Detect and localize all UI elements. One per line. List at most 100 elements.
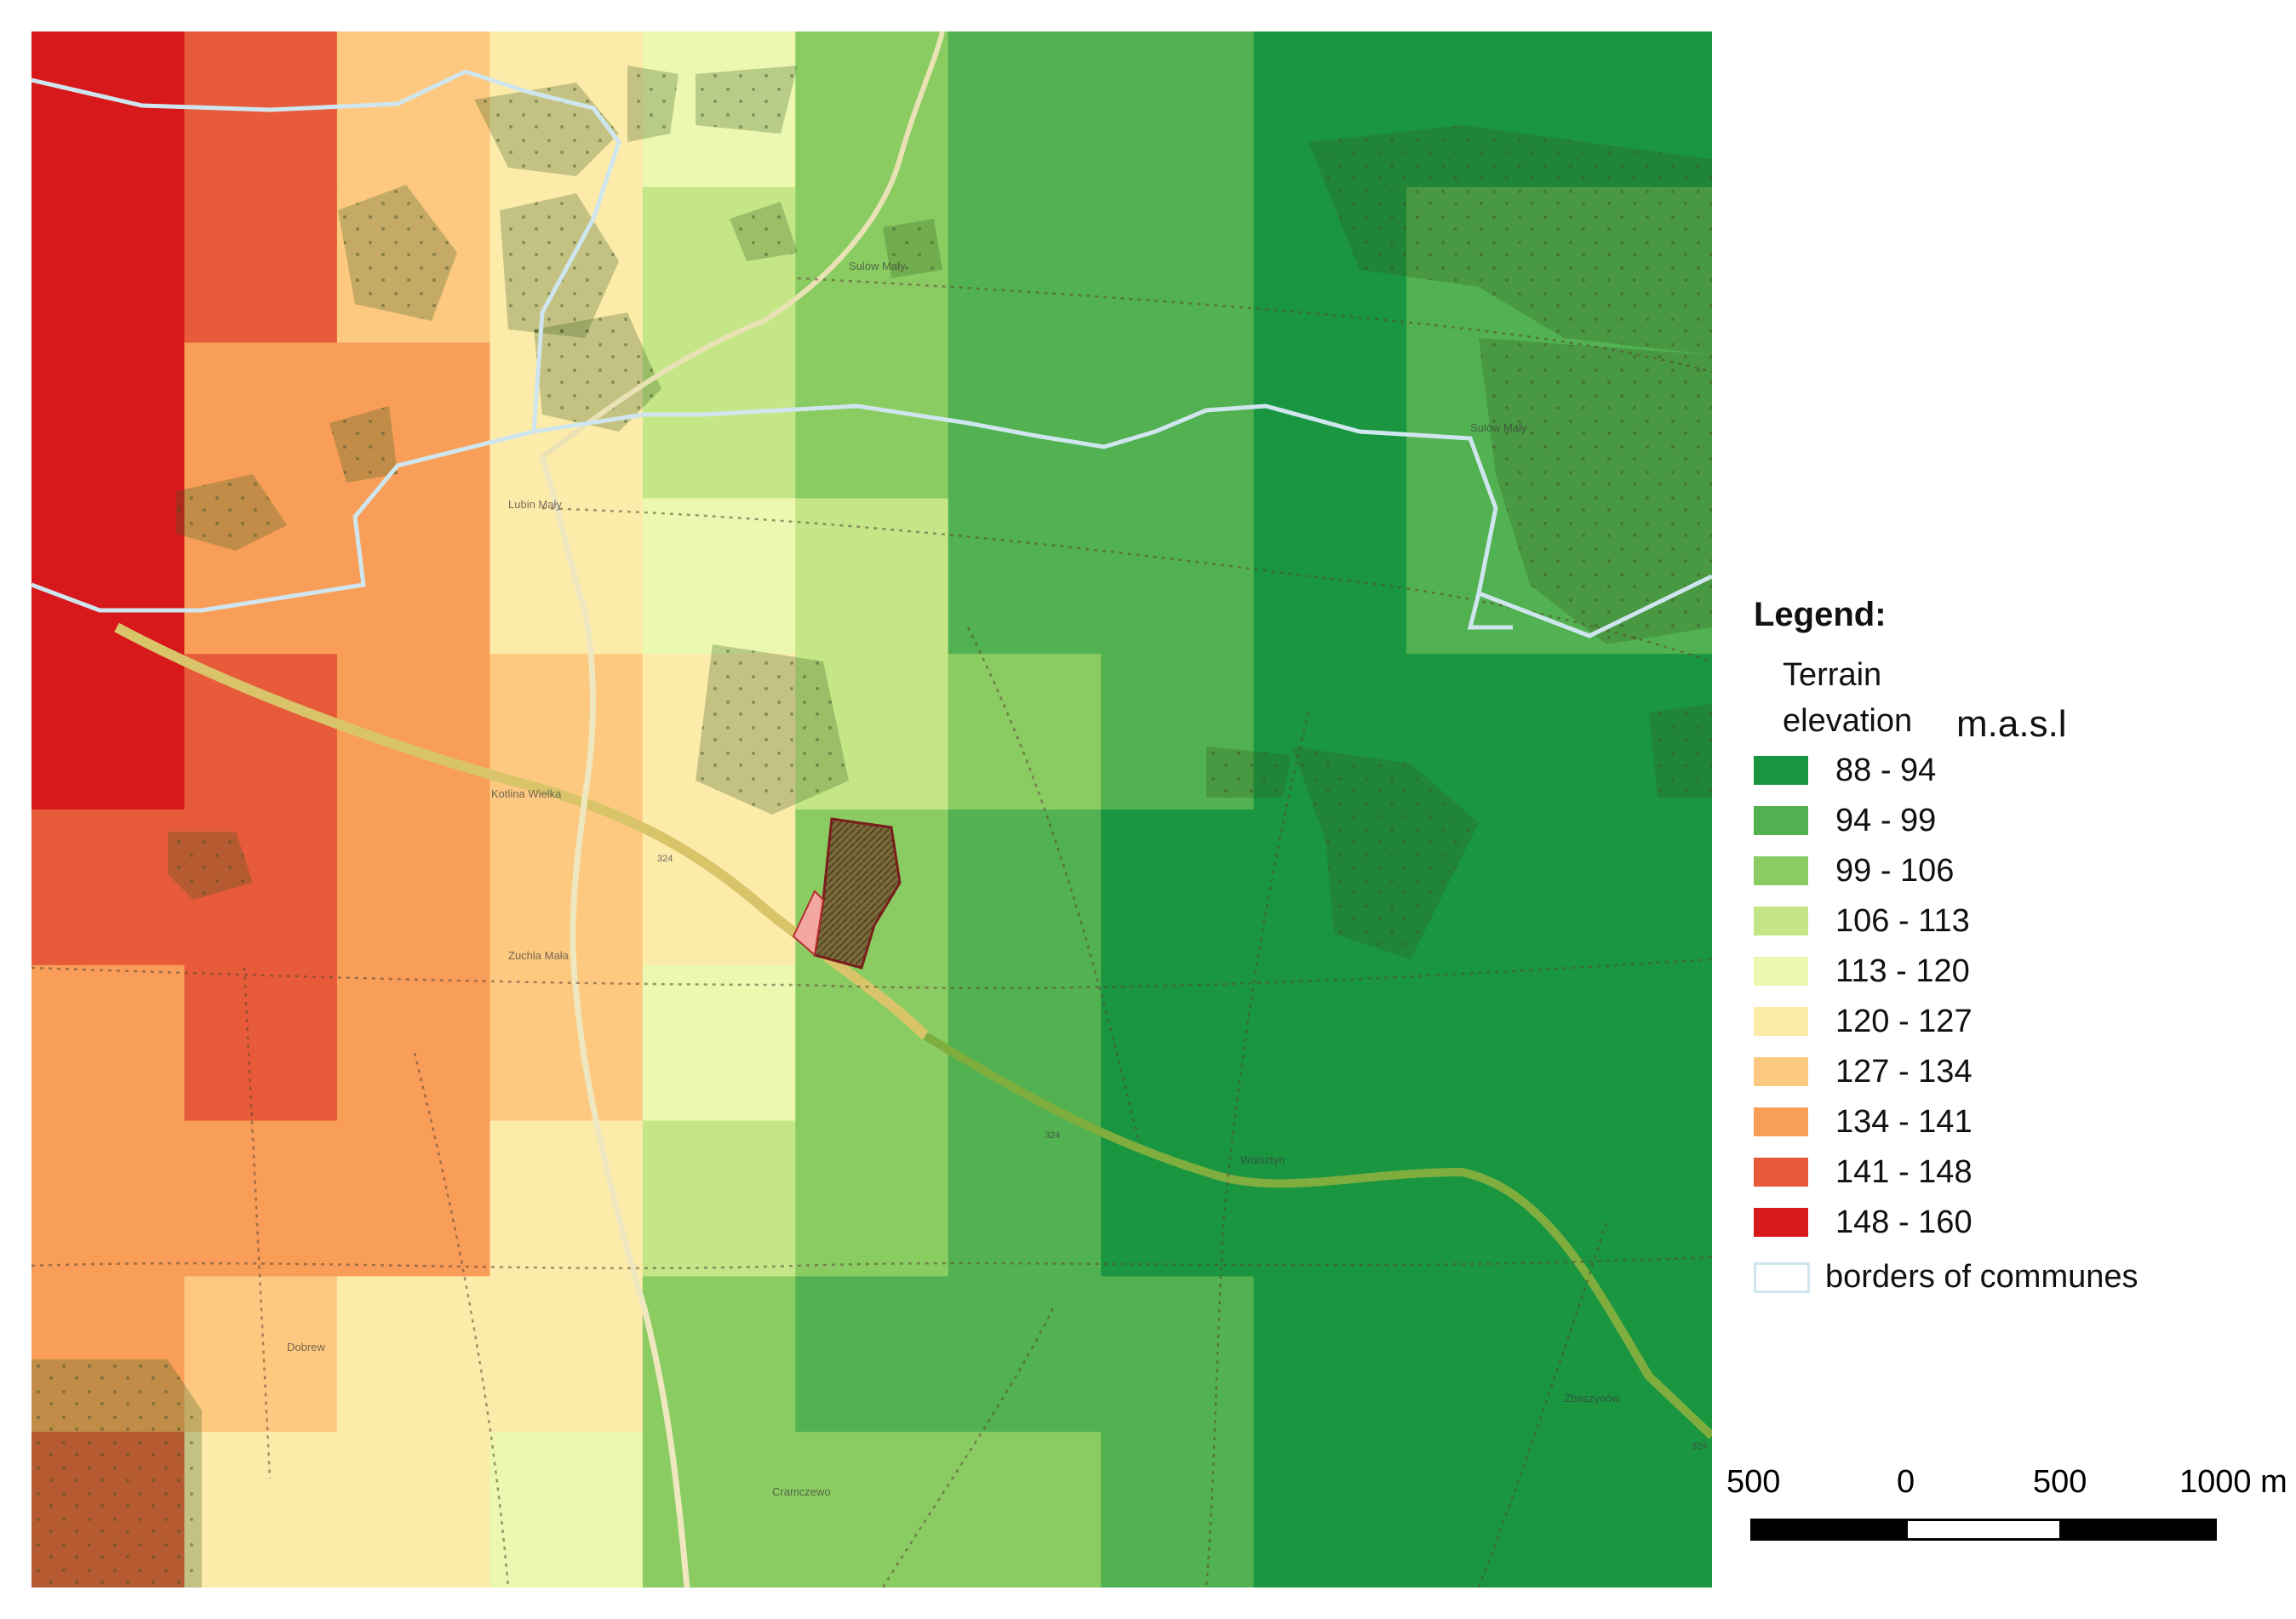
elevation-cell xyxy=(1253,342,1407,499)
track xyxy=(797,277,1712,374)
legend-item: 99 - 106 xyxy=(1754,853,2265,889)
elevation-cell xyxy=(490,1432,644,1588)
elevation-cell xyxy=(1253,1120,1407,1277)
place-label: Sulów Mały xyxy=(849,260,906,272)
legend-label: 106 - 113 xyxy=(1835,903,1970,939)
forest-texture xyxy=(696,66,798,134)
legend-swatch xyxy=(1754,1107,1808,1136)
legend-item: 148 - 160 xyxy=(1754,1204,2265,1240)
elevation-cell xyxy=(948,342,1102,499)
elevation-map[interactable]: Kotlina Wielka Zuchla Mała Dobrew Zbaszynów… xyxy=(31,31,1712,1588)
legend-unit: m.a.s.l xyxy=(1956,703,2067,745)
forest-texture xyxy=(883,219,942,278)
elevation-cell xyxy=(948,810,1102,966)
place-label: Zbaszynów xyxy=(1564,1392,1620,1404)
track xyxy=(31,1256,1712,1270)
place-label: Lubin Mały xyxy=(508,498,562,511)
legend-title: Legend: xyxy=(1754,596,1887,633)
elevation-cell xyxy=(1253,1276,1407,1433)
legend-label: 88 - 94 xyxy=(1835,752,1937,788)
place-label: Zuchla Mała xyxy=(508,949,570,962)
forest-texture xyxy=(1291,747,1479,959)
elevation-cell xyxy=(1406,1276,1560,1433)
map-canvas[interactable]: Kotlina Wielka Zuchla Mała Dobrew Zbaszynów… xyxy=(31,31,1712,1588)
elevation-cell xyxy=(336,1276,490,1433)
legend-swatch xyxy=(1754,1057,1808,1086)
elevation-cell xyxy=(1406,1432,1560,1588)
elevation-cell xyxy=(1253,498,1407,655)
track xyxy=(966,626,1140,1139)
elevation-cell xyxy=(31,810,186,966)
elevation-cell xyxy=(1406,964,1560,1122)
commune-border xyxy=(533,403,1712,638)
border-swatch xyxy=(1754,1262,1810,1293)
elevation-cell xyxy=(1101,810,1255,966)
elevation-cell xyxy=(1253,964,1407,1122)
elevation-cell xyxy=(642,1276,796,1433)
elevation-cell xyxy=(1101,964,1255,1122)
legend-item: 127 - 134 xyxy=(1754,1054,2265,1090)
road-number-label: 324 xyxy=(1692,1441,1707,1451)
scale-segment-white xyxy=(1905,1519,2062,1541)
track xyxy=(413,1052,510,1588)
track xyxy=(31,958,1712,989)
place-label: Wolsztyn xyxy=(1240,1153,1285,1166)
elevation-cell xyxy=(642,810,796,966)
legend-label: 134 - 141 xyxy=(1835,1104,1972,1140)
legend-item: 113 - 120 xyxy=(1754,953,2265,989)
elevation-cell xyxy=(795,342,949,499)
legend-subtitle: Terrain elevation xyxy=(1783,657,1913,739)
elevation-cell xyxy=(1253,1432,1407,1588)
elevation-cell xyxy=(31,964,186,1122)
scale-label: 1000 m xyxy=(2179,1464,2287,1500)
forest-texture xyxy=(627,66,678,142)
elevation-cell xyxy=(184,964,338,1122)
elevation-cell xyxy=(490,1276,644,1433)
forest-texture xyxy=(1206,747,1291,798)
border-label: borders of communes xyxy=(1825,1259,2139,1295)
legend-item: 94 - 99 xyxy=(1754,803,2265,838)
elevation-cell xyxy=(642,342,796,499)
elevation-cell xyxy=(336,964,490,1122)
elevation-cell xyxy=(948,1276,1102,1433)
elevation-cell xyxy=(184,1432,338,1588)
elevation-cell xyxy=(31,186,186,344)
elevation-cell xyxy=(336,1120,490,1277)
legend-swatch xyxy=(1754,806,1808,835)
elevation-cell xyxy=(948,186,1102,344)
elevation-cell xyxy=(795,1120,949,1277)
elevation-cell xyxy=(642,1432,796,1588)
legend-label: 113 - 120 xyxy=(1835,953,1970,989)
legend-swatch xyxy=(1754,856,1808,885)
elevation-cell xyxy=(642,964,796,1122)
legend-label: 148 - 160 xyxy=(1835,1204,1972,1240)
forest-texture xyxy=(1308,125,1712,355)
commune-border xyxy=(31,69,621,613)
forest-texture xyxy=(534,312,661,432)
elevation-cell xyxy=(1101,186,1255,344)
commune-border xyxy=(1467,592,1513,630)
legend-item: 106 - 113 xyxy=(1754,903,2265,939)
elevation-cell xyxy=(1101,31,1255,188)
place-label: Kotlina Wielka xyxy=(491,787,562,800)
forest-texture xyxy=(1649,704,1712,798)
elevation-cell xyxy=(948,498,1102,655)
scale-label: 0 xyxy=(1897,1464,1915,1500)
scale-segment-black xyxy=(2060,1519,2217,1541)
elevation-cell xyxy=(184,654,338,810)
legend-swatch xyxy=(1754,1158,1808,1187)
elevation-cell xyxy=(336,1432,490,1588)
elevation-cell xyxy=(948,654,1102,810)
road-number-label: 324 xyxy=(657,854,673,864)
forest-texture xyxy=(168,832,253,900)
forest-texture xyxy=(1479,338,1712,644)
elevation-cell xyxy=(948,1120,1102,1277)
elevation-cell xyxy=(490,498,644,655)
forest-texture xyxy=(696,644,849,815)
elevation-cell xyxy=(795,1432,949,1588)
elevation-cell xyxy=(184,1120,338,1277)
place-label: Dobrew xyxy=(287,1341,325,1353)
study-parcel xyxy=(792,817,902,970)
elevation-cell xyxy=(795,498,949,655)
elevation-cell xyxy=(490,810,644,966)
